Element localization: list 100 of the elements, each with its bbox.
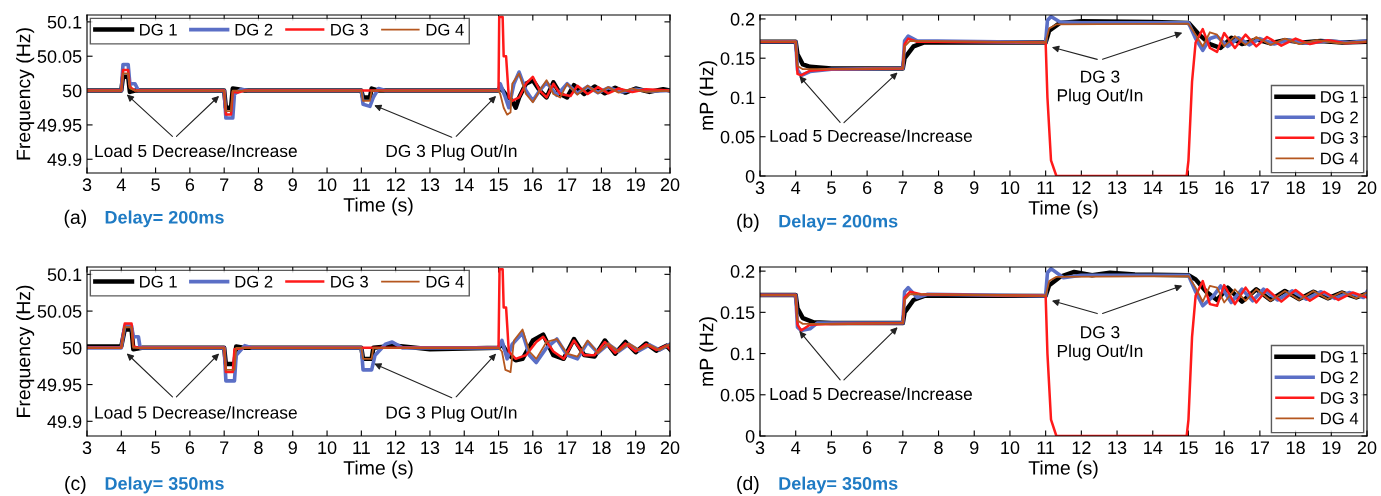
x-tick-label: 19 xyxy=(627,178,645,192)
legend-label: DG 3 xyxy=(1321,132,1358,144)
annotation: DG 3 Plug Out/In xyxy=(386,144,517,161)
x-axis-title: Time (s) xyxy=(343,460,413,479)
x-tick-label: 6 xyxy=(863,181,872,195)
x-tick-label: 19 xyxy=(627,441,645,455)
text: Delay= 200ms xyxy=(105,210,224,228)
legend-label: DG 3 xyxy=(331,23,368,36)
y-tick-label: 50.05 xyxy=(37,305,82,318)
x-axis-title: Time (s) xyxy=(1028,460,1098,479)
x-tick-label: 19 xyxy=(1322,181,1341,195)
annotation: DG 3 Plug Out/In xyxy=(386,405,517,423)
legend-label: DG 1 xyxy=(1321,90,1358,103)
x-tick-label: 14 xyxy=(455,178,474,191)
legend-label: DG 4 xyxy=(426,23,464,36)
y-tick-label: 0.05 xyxy=(720,130,755,144)
x-tick-label: 7 xyxy=(898,441,907,454)
x-tick-label: 14 xyxy=(1144,441,1163,454)
legend-label: DG 2 xyxy=(235,23,273,36)
x-tick-label: 3 xyxy=(82,178,92,192)
x-tick-label: 20 xyxy=(1357,181,1377,195)
y-tick-label: 0.1 xyxy=(730,347,755,361)
y-tick-label: 50 xyxy=(62,84,82,98)
text: Delay= 350ms xyxy=(105,476,224,494)
x-tick-label: 18 xyxy=(592,178,611,192)
x-tick-label: 12 xyxy=(386,178,405,191)
x-tick-label: 12 xyxy=(1072,441,1091,454)
x-tick-label: 4 xyxy=(791,441,801,454)
x-tick-label: 17 xyxy=(558,178,577,191)
x-tick-label: 5 xyxy=(151,178,160,192)
x-tick-label: 15 xyxy=(1179,181,1198,195)
annotation: Load 5 Decrease/Increase xyxy=(95,405,297,419)
legend-label: DG 2 xyxy=(1321,111,1358,124)
x-tick-label: 8 xyxy=(254,178,263,192)
x-tick-label: 20 xyxy=(660,441,680,455)
y-tick-label: 49.9 xyxy=(47,415,82,429)
text: (c) xyxy=(65,475,86,495)
x-tick-label: 5 xyxy=(827,441,836,455)
x-tick-label: 9 xyxy=(288,178,297,192)
x-tick-label: 13 xyxy=(421,441,440,455)
y-axis-title: Frequency (Hz) xyxy=(16,285,35,417)
x-tick-label: 13 xyxy=(421,178,440,192)
legend-label: DG 1 xyxy=(1321,350,1358,363)
legend-label: DG 2 xyxy=(235,275,273,288)
x-tick-label: 10 xyxy=(318,441,337,455)
x-tick-label: 8 xyxy=(934,441,943,455)
y-tick-label: 49.95 xyxy=(37,378,82,392)
text: (b) xyxy=(737,213,759,232)
x-tick-label: 12 xyxy=(386,441,405,454)
y-tick-label: 0.2 xyxy=(730,12,755,26)
x-tick-label: 18 xyxy=(592,441,611,455)
x-tick-label: 14 xyxy=(1144,181,1163,194)
x-tick-label: 15 xyxy=(489,441,508,455)
x-tick-label: 10 xyxy=(1001,181,1020,195)
y-tick-label: 0.1 xyxy=(730,91,755,105)
x-tick-label: 3 xyxy=(755,441,765,455)
legend-label: DG 2 xyxy=(1321,371,1358,384)
text: Delay= 200ms xyxy=(779,214,898,232)
x-tick-label: 8 xyxy=(934,181,943,195)
x-tick-label: 5 xyxy=(827,181,836,195)
text: Delay= 350ms xyxy=(779,476,898,494)
x-tick-label: 15 xyxy=(489,178,508,192)
x-tick-label: 11 xyxy=(353,178,370,191)
text: (a) xyxy=(64,209,87,228)
x-tick-label: 20 xyxy=(1357,441,1377,455)
x-axis-title: Time (s) xyxy=(1028,200,1098,219)
x-tick-label: 7 xyxy=(898,181,907,194)
x-tick-label: 11 xyxy=(353,441,370,454)
x-tick-label: 5 xyxy=(151,441,160,455)
y-tick-label: 0.15 xyxy=(720,52,755,65)
y-tick-label: 50.1 xyxy=(47,15,82,29)
annotation: Load 5 Decrease/Increase xyxy=(770,387,972,401)
x-tick-label: 4 xyxy=(791,181,801,194)
x-tick-label: 11 xyxy=(1037,181,1055,194)
x-tick-label: 17 xyxy=(558,441,577,454)
y-tick-label: 0.15 xyxy=(720,306,755,320)
x-tick-label: 16 xyxy=(1215,441,1234,455)
x-tick-label: 8 xyxy=(254,441,263,455)
legend-label: DG 4 xyxy=(1321,412,1359,425)
x-tick-label: 10 xyxy=(1001,441,1020,455)
y-axis-title: mP (Hz) xyxy=(699,317,718,386)
x-tick-label: 15 xyxy=(1179,441,1198,455)
annotation: DG 3 Plug Out/In xyxy=(1057,326,1143,361)
x-tick-label: 3 xyxy=(82,441,92,455)
x-tick-label: 6 xyxy=(185,441,195,455)
x-tick-label: 17 xyxy=(1251,441,1270,454)
legend-label: DG 1 xyxy=(140,23,177,36)
x-tick-label: 4 xyxy=(116,441,126,454)
x-tick-label: 6 xyxy=(863,441,872,455)
x-tick-label: 19 xyxy=(1322,441,1341,455)
legend-label: DG 3 xyxy=(331,275,368,288)
x-axis-title: Time (s) xyxy=(343,197,413,216)
x-tick-label: 10 xyxy=(318,178,337,192)
text: (d) xyxy=(737,475,759,495)
legend-label: DG 4 xyxy=(1321,152,1359,165)
x-tick-label: 17 xyxy=(1251,181,1270,194)
x-tick-label: 16 xyxy=(1215,181,1234,195)
y-tick-label: 0.2 xyxy=(730,265,755,278)
y-axis-title: Frequency (Hz) xyxy=(16,28,35,160)
legend-label: DG 1 xyxy=(140,275,177,288)
